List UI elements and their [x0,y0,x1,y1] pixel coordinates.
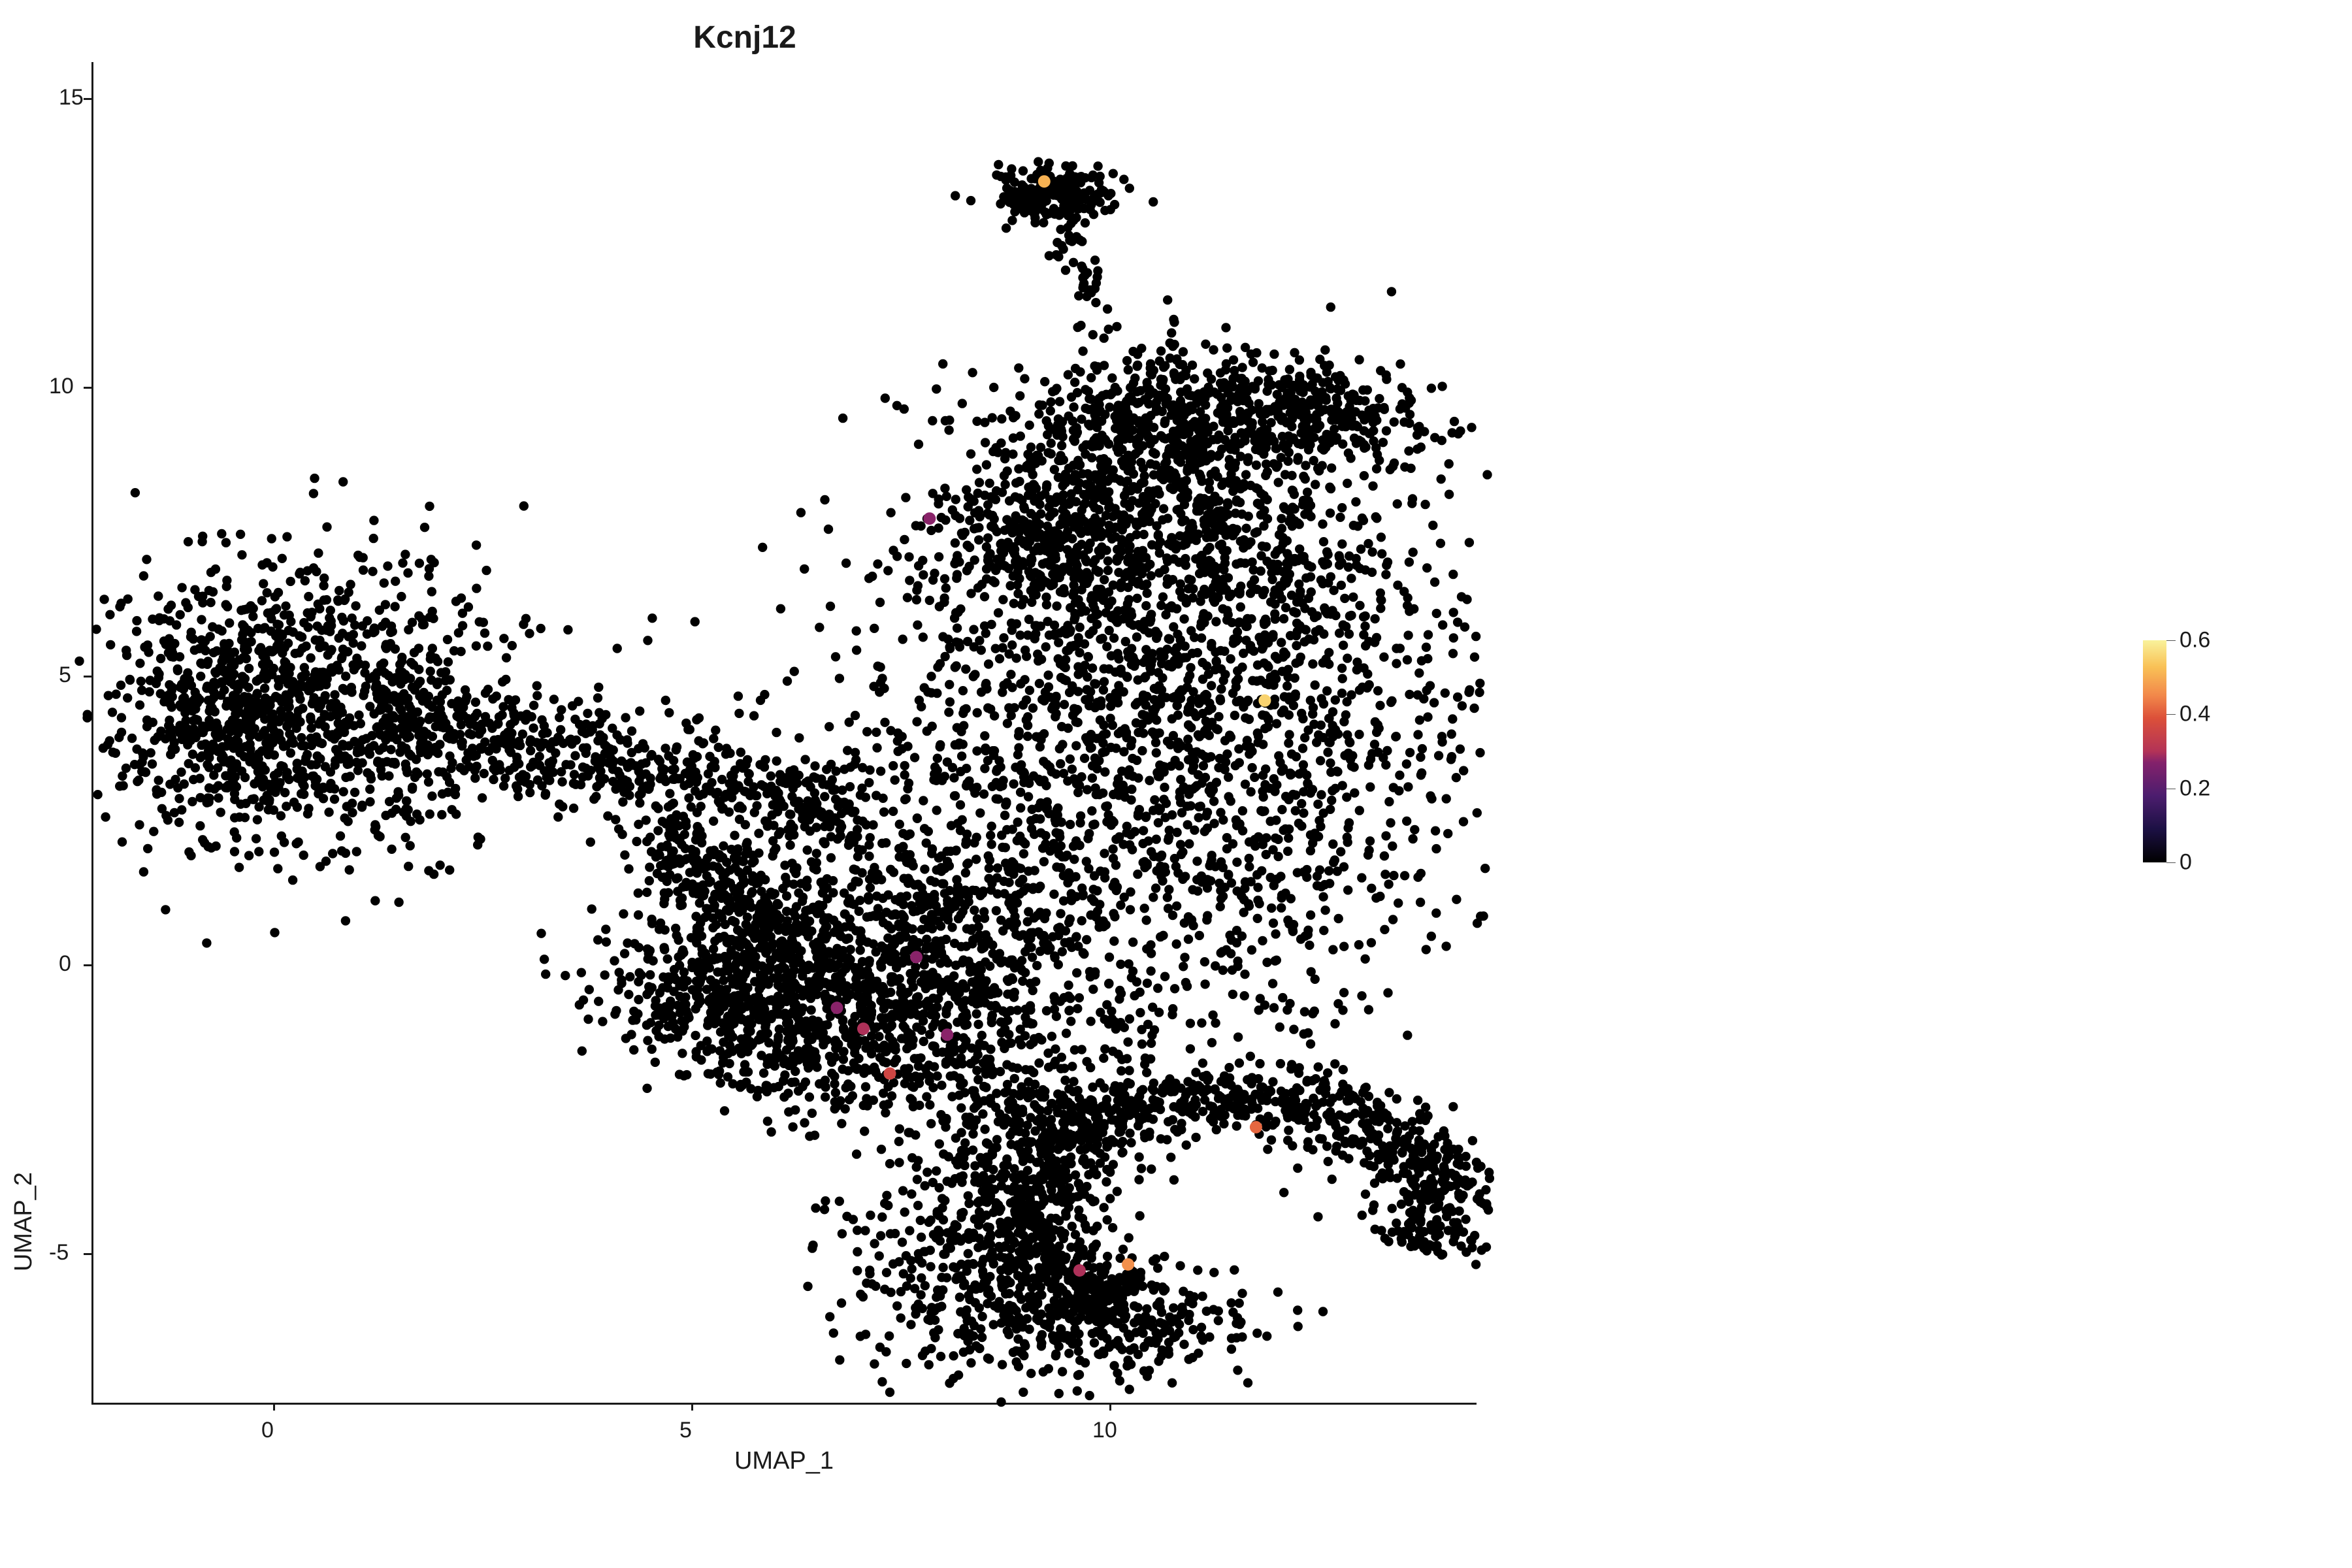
y-axis-label: UMAP_2 [10,1124,38,1320]
legend-tick-label-3: 0 [2180,850,2192,875]
chart-title: Kcnj12 [0,20,1490,56]
color-legend: 0.6 0.4 0.2 0 [2143,640,2182,862]
legend-tick-1 [2166,714,2176,716]
scatter-points-svg [91,62,1477,1405]
y-tick-5 [84,676,91,678]
y-tick-10 [84,387,91,389]
x-tick-label-0: 0 [261,1418,274,1443]
x-axis-label: UMAP_1 [91,1447,1477,1475]
y-tick-0 [84,964,91,966]
legend-tick-3 [2166,862,2176,864]
y-tick-15 [84,98,91,100]
y-tick-label-15: 15 [59,85,84,110]
umap-plot-container: Kcnj12 15 10 5 0 -5 0 5 10 UMAP_2 UMAP_1 [0,0,2352,1568]
x-tick-label-10: 10 [1092,1418,1117,1443]
legend-tick-2 [2166,789,2176,791]
y-tick-label-10: 10 [49,374,74,399]
y-tick-label--5: -5 [49,1240,69,1266]
legend-tick-label-1: 0.4 [2180,702,2210,727]
y-tick-label-0: 0 [59,951,71,977]
legend-tick-0 [2166,640,2176,642]
legend-gradient-bar [2143,640,2166,862]
y-tick-label-5: 5 [59,662,71,688]
legend-tick-label-2: 0.2 [2180,776,2210,802]
y-tick--5 [84,1253,91,1255]
x-tick-label-5: 5 [679,1418,692,1443]
chart-area: 15 10 5 0 -5 0 5 10 [91,62,1477,1405]
legend-tick-label-0: 0.6 [2180,628,2210,653]
